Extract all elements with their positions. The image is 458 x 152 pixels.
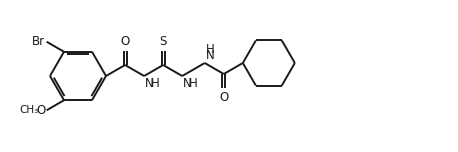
Text: O: O <box>219 91 229 104</box>
Text: S: S <box>159 35 167 48</box>
Text: O: O <box>120 35 130 48</box>
Text: H: H <box>189 77 198 90</box>
Text: N: N <box>206 49 214 62</box>
Text: N: N <box>183 77 192 90</box>
Text: CH₃: CH₃ <box>19 105 38 115</box>
Text: H: H <box>206 43 214 56</box>
Text: N: N <box>145 77 154 90</box>
Text: O: O <box>37 104 46 117</box>
Text: Br: Br <box>32 35 45 48</box>
Text: H: H <box>151 77 160 90</box>
